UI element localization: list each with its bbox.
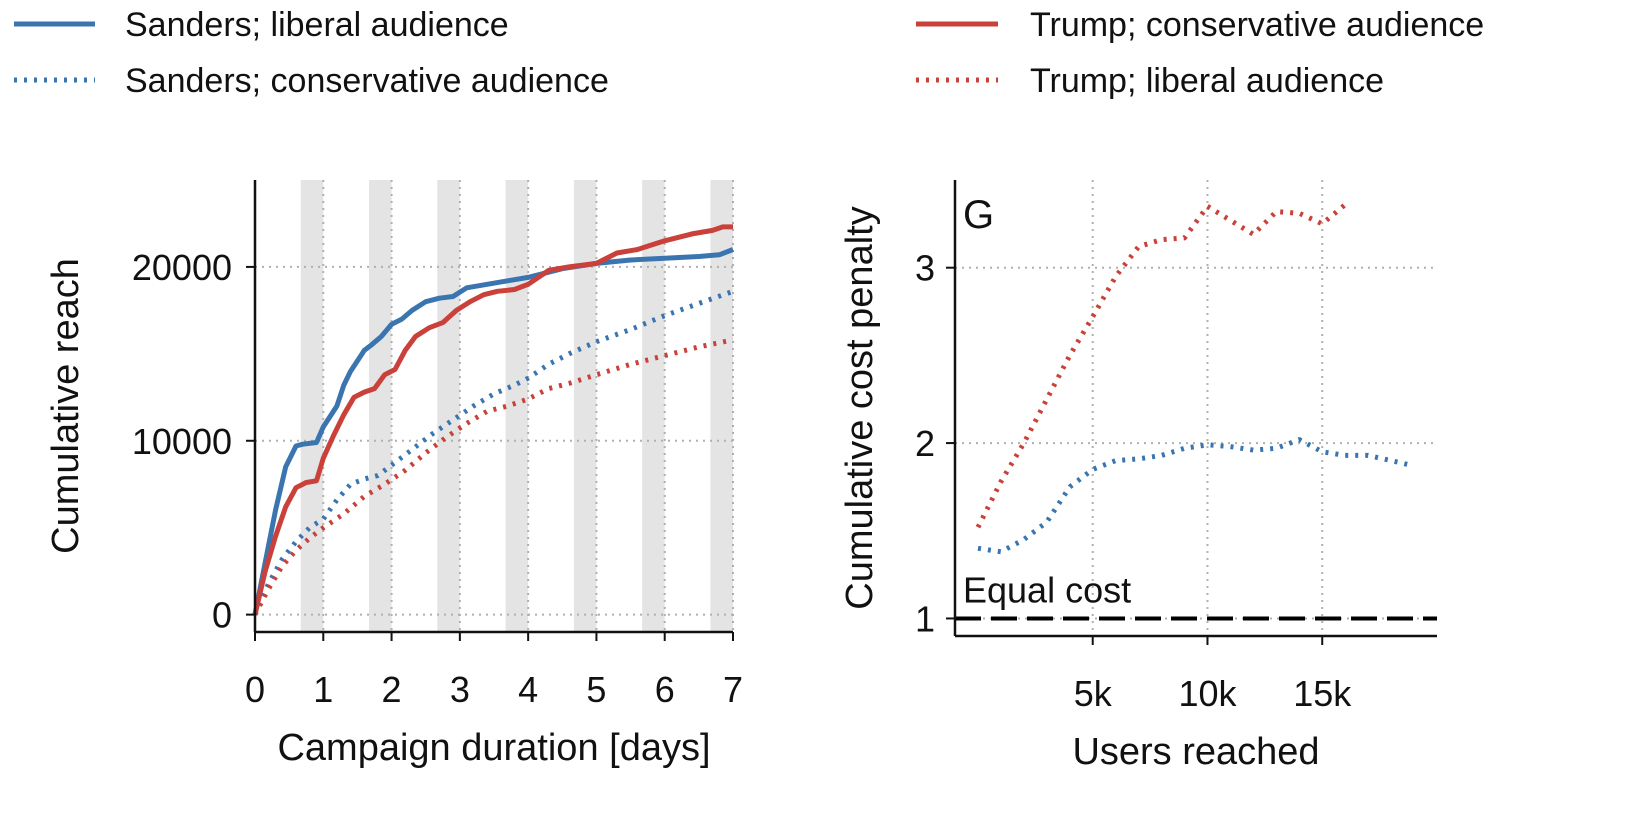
legend: Sanders; liberal audience Sanders; conser… [14, 6, 1484, 100]
x-axis-label: Users reached [1072, 731, 1319, 773]
cost-penalty-chart: Equal cost 5k 10k 15k 1 2 3 Users reached Cumula… [839, 180, 1437, 773]
legend-entry: Trump; conservative audience [916, 6, 1484, 44]
legend-label: Trump; liberal audience [1030, 62, 1384, 100]
x-tick-label: 0 [245, 669, 265, 710]
legend-entry: Sanders; liberal audience [14, 6, 509, 44]
shaded-periods [300, 180, 733, 632]
shaded-band [710, 180, 733, 632]
series-line [252, 224, 733, 616]
shaded-band [300, 180, 324, 632]
shaded-band [369, 180, 392, 632]
series-line [975, 202, 1347, 529]
x-tick-label: 4 [518, 669, 538, 710]
x-tick-label: 3 [450, 669, 470, 710]
panel-label: G [963, 193, 994, 237]
y-axis-label: Cumulative cost penalty [839, 206, 881, 609]
x-tick-label: 5 [586, 669, 606, 710]
x-axis-label: Campaign duration [days] [277, 727, 710, 769]
y-tick-label: 3 [915, 248, 935, 289]
y-tick-label: 1 [915, 598, 935, 639]
y-tick-label: 20000 [132, 247, 232, 288]
legend-label: Sanders; conservative audience [125, 62, 609, 100]
y-tick-label: 0 [212, 595, 232, 636]
y-axis-label: Cumulative reach [45, 258, 87, 554]
x-tick-label: 1 [313, 669, 333, 710]
series-line [977, 437, 1415, 555]
y-tick-label: 2 [915, 423, 935, 464]
legend-entry: Sanders; conservative audience [14, 62, 609, 100]
x-tick-label: 10k [1178, 673, 1237, 714]
legend-label: Trump; conservative audience [1030, 6, 1484, 44]
shaded-band [437, 180, 460, 632]
shaded-band [642, 180, 665, 632]
x-tick-label: 6 [655, 669, 675, 710]
x-tick-label: 15k [1293, 673, 1352, 714]
x-tick-label: 2 [382, 669, 402, 710]
reference-line-label: Equal cost [963, 569, 1131, 610]
legend-label: Sanders; liberal audience [125, 6, 509, 44]
y-tick-label: 10000 [132, 421, 232, 462]
gridlines [955, 180, 1437, 636]
reach-chart: 0 1 2 3 4 5 6 7 0 10000 20000 Campaign duration [da… [45, 180, 743, 769]
shaded-band [573, 180, 597, 632]
x-tick-label: 7 [723, 669, 743, 710]
legend-entry: Trump; liberal audience [916, 62, 1384, 100]
series-line [252, 337, 734, 616]
x-tick-label: 5k [1074, 673, 1113, 714]
series-line [252, 288, 734, 616]
shaded-band [505, 180, 529, 632]
